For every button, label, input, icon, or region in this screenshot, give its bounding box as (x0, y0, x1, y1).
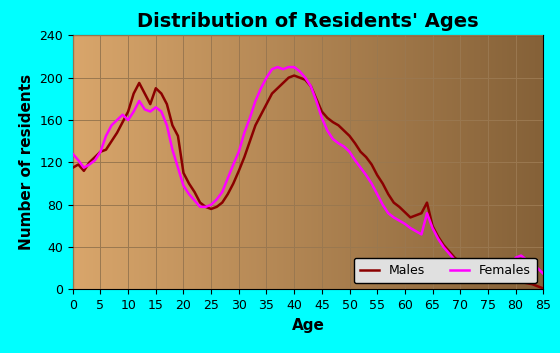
Males (92, 155, 99, 159)
Line: Males: Males (73, 76, 543, 288)
Males (435, 234, 441, 239)
Males (302, 78, 309, 82)
Y-axis label: Number of residents: Number of residents (18, 74, 34, 250)
Females (507, 277, 514, 281)
Females (473, 268, 480, 273)
Females (435, 237, 441, 241)
X-axis label: Age: Age (292, 318, 324, 333)
Males (119, 120, 126, 124)
Males (81, 169, 87, 173)
Legend: Males, Females: Males, Females (354, 258, 537, 283)
Females (540, 271, 547, 276)
Males (291, 73, 297, 78)
Females (119, 113, 126, 117)
Males (69, 166, 76, 170)
Males (540, 286, 547, 291)
Females (92, 158, 99, 162)
Females (274, 65, 281, 69)
Females (302, 76, 309, 80)
Females (81, 166, 87, 170)
Males (473, 268, 480, 273)
Line: Females: Females (73, 67, 543, 279)
Females (69, 152, 76, 156)
Title: Distribution of Residents' Ages: Distribution of Residents' Ages (137, 12, 479, 31)
